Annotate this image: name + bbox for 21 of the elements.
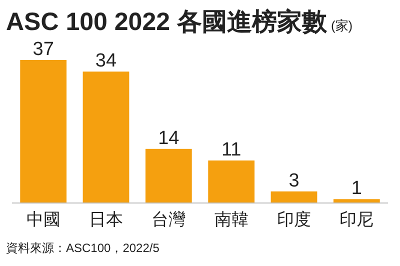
bar <box>20 60 67 203</box>
bar <box>270 191 318 203</box>
x-tick-label: 印尼 <box>340 210 374 229</box>
x-tick-label: 日本 <box>89 210 123 229</box>
x-tick-label: 台灣 <box>152 210 186 229</box>
x-tick-label: 中國 <box>26 210 60 229</box>
source-note: 資料來源：ASC100，2022/5 <box>6 241 160 255</box>
bar <box>82 72 130 203</box>
bar <box>333 199 380 203</box>
data-label: 1 <box>351 178 362 200</box>
y-axis-title: (家) <box>330 18 353 33</box>
x-tick-label: 南韓 <box>214 210 248 229</box>
chart-title: ASC 100 2022 各國進榜家數 <box>6 8 328 36</box>
data-label: 14 <box>158 128 180 149</box>
data-label: 34 <box>95 50 117 72</box>
data-label: 3 <box>288 170 300 192</box>
bar <box>145 148 192 203</box>
data-label: 11 <box>221 139 242 160</box>
bar <box>208 160 255 203</box>
data-label: 37 <box>32 39 54 60</box>
x-tick-label: 印度 <box>277 210 311 229</box>
